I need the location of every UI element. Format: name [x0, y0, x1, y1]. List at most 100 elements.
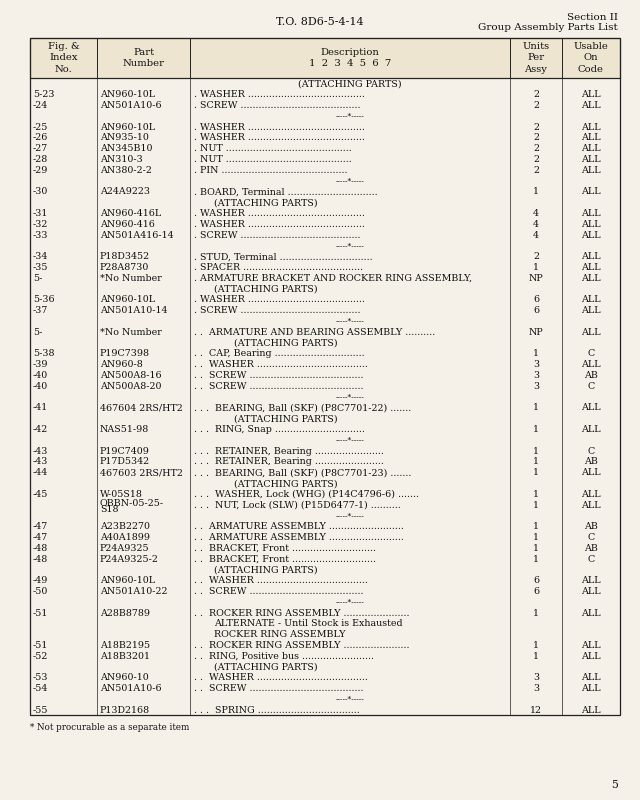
Text: 6: 6: [533, 306, 539, 315]
Text: NP: NP: [529, 274, 543, 283]
Text: 2: 2: [533, 134, 539, 142]
Text: 2: 2: [533, 166, 539, 175]
Text: . .  SCREW ......................................: . . SCREW ..............................…: [194, 587, 364, 596]
Text: ALL: ALL: [581, 166, 601, 175]
Text: . .  ROCKER RING ASSEMBLY ......................: . . ROCKER RING ASSEMBLY ...............…: [194, 641, 410, 650]
Text: ALTERNATE - Until Stock is Exhausted: ALTERNATE - Until Stock is Exhausted: [214, 619, 403, 629]
Text: ALL: ALL: [581, 295, 601, 305]
Text: C: C: [588, 446, 595, 456]
Text: 6: 6: [533, 587, 539, 596]
Text: -45: -45: [33, 490, 49, 499]
Text: -49: -49: [33, 576, 49, 586]
Text: . .  ARMATURE AND BEARING ASSEMBLY ..........: . . ARMATURE AND BEARING ASSEMBLY ......…: [194, 328, 435, 337]
Text: 1: 1: [533, 533, 539, 542]
Text: . .  BRACKET, Front ............................: . . BRACKET, Front .....................…: [194, 544, 376, 553]
Text: P18D3452: P18D3452: [100, 252, 150, 262]
Text: ALL: ALL: [581, 230, 601, 240]
Text: (ATTACHING PARTS): (ATTACHING PARTS): [214, 198, 317, 207]
Text: ALL: ALL: [581, 134, 601, 142]
Text: . .  BRACKET, Front ............................: . . BRACKET, Front .....................…: [194, 554, 376, 564]
Text: -42: -42: [33, 425, 48, 434]
Text: . SPACER ........................................: . SPACER ...............................…: [194, 263, 363, 272]
Text: 467604 2RS/HT2: 467604 2RS/HT2: [100, 403, 183, 413]
Text: 1: 1: [533, 446, 539, 456]
Text: . ARMATURE BRACKET AND ROCKER RING ASSEMBLY,: . ARMATURE BRACKET AND ROCKER RING ASSEM…: [194, 274, 472, 283]
Text: 5-: 5-: [33, 274, 42, 283]
Text: . . .  RING, Snap ..............................: . . . RING, Snap .......................…: [194, 425, 365, 434]
Text: . SCREW ........................................: . SCREW ................................…: [194, 306, 360, 315]
Text: 3: 3: [533, 371, 539, 380]
Text: (ATTACHING PARTS): (ATTACHING PARTS): [214, 662, 317, 672]
Text: -27: -27: [33, 144, 48, 154]
Text: 1: 1: [533, 468, 539, 478]
Text: 1: 1: [533, 187, 539, 197]
Text: -31: -31: [33, 209, 49, 218]
Text: (ATTACHING PARTS): (ATTACHING PARTS): [214, 566, 317, 574]
Text: AB: AB: [584, 458, 598, 466]
Text: 1: 1: [533, 641, 539, 650]
Text: (ATTACHING PARTS): (ATTACHING PARTS): [234, 414, 338, 423]
Text: AN960-416: AN960-416: [100, 220, 155, 229]
Text: -55: -55: [33, 706, 49, 715]
Text: ALL: ALL: [581, 403, 601, 413]
Text: 2: 2: [533, 144, 539, 154]
Text: (ATTACHING PARTS): (ATTACHING PARTS): [234, 338, 338, 348]
Text: 6: 6: [533, 295, 539, 305]
Text: ALL: ALL: [581, 274, 601, 283]
Text: W-05S18: W-05S18: [100, 490, 143, 499]
Text: A40A1899: A40A1899: [100, 533, 150, 542]
Text: -54: -54: [33, 684, 49, 694]
Text: 3: 3: [533, 360, 539, 370]
Text: AN501A10-6: AN501A10-6: [100, 684, 162, 694]
Text: AN501A10-14: AN501A10-14: [100, 306, 168, 315]
Text: AN310-3: AN310-3: [100, 155, 143, 164]
Text: 12: 12: [530, 706, 542, 715]
Text: 1: 1: [533, 350, 539, 358]
Text: 1: 1: [533, 403, 539, 413]
Text: 2: 2: [533, 122, 539, 132]
Text: (ATTACHING PARTS): (ATTACHING PARTS): [214, 285, 317, 294]
Text: . PIN ..........................................: . PIN ..................................…: [194, 166, 348, 175]
Text: S18: S18: [100, 506, 118, 514]
Text: Usable
On
Code: Usable On Code: [573, 42, 609, 74]
Text: *No Number: *No Number: [100, 274, 162, 283]
Text: Fig. &
Index
No.: Fig. & Index No.: [47, 42, 79, 74]
Text: 6: 6: [533, 576, 539, 586]
Text: 2: 2: [533, 90, 539, 99]
Text: ALL: ALL: [581, 684, 601, 694]
Text: . . .  BEARING, Ball (SKF) (P8C7701-22) .......: . . . BEARING, Ball (SKF) (P8C7701-22) .…: [194, 403, 412, 413]
Text: . WASHER .......................................: . WASHER ...............................…: [194, 209, 365, 218]
Text: ALL: ALL: [581, 101, 601, 110]
Text: C: C: [588, 382, 595, 391]
Text: 5-38: 5-38: [33, 350, 54, 358]
Text: AN960-8: AN960-8: [100, 360, 143, 370]
Text: P13D2168: P13D2168: [100, 706, 150, 715]
Text: C: C: [588, 350, 595, 358]
Text: -29: -29: [33, 166, 49, 175]
Text: P19C7398: P19C7398: [100, 350, 150, 358]
Text: AN960-10L: AN960-10L: [100, 295, 155, 305]
Text: . WASHER .......................................: . WASHER ...............................…: [194, 295, 365, 305]
Text: -----*-----: -----*-----: [335, 695, 364, 703]
Text: . . .  RETAINER, Bearing .......................: . . . RETAINER, Bearing ................…: [194, 458, 384, 466]
Text: 3: 3: [533, 382, 539, 391]
Text: P19C7409: P19C7409: [100, 446, 150, 456]
Text: -----*-----: -----*-----: [335, 393, 364, 401]
Text: . SCREW ........................................: . SCREW ................................…: [194, 101, 360, 110]
Text: -53: -53: [33, 674, 49, 682]
Text: AN500A8-20: AN500A8-20: [100, 382, 161, 391]
Text: 1: 1: [533, 554, 539, 564]
Text: ALL: ALL: [581, 501, 601, 510]
Text: *No Number: *No Number: [100, 328, 162, 337]
Text: . .  SCREW ......................................: . . SCREW ..............................…: [194, 684, 364, 694]
Text: P17D5342: P17D5342: [100, 458, 150, 466]
Text: AN501A10-22: AN501A10-22: [100, 587, 168, 596]
Text: -33: -33: [33, 230, 49, 240]
Text: ALL: ALL: [581, 328, 601, 337]
Text: . . .  WASHER, Lock (WHG) (P14C4796-6) .......: . . . WASHER, Lock (WHG) (P14C4796-6) ..…: [194, 490, 419, 499]
Text: . .  ARMATURE ASSEMBLY .........................: . . ARMATURE ASSEMBLY ..................…: [194, 533, 404, 542]
Text: * Not procurable as a separate item: * Not procurable as a separate item: [30, 723, 189, 732]
Text: ALL: ALL: [581, 90, 601, 99]
Text: A28B8789: A28B8789: [100, 609, 150, 618]
Text: AN960-10L: AN960-10L: [100, 90, 155, 99]
